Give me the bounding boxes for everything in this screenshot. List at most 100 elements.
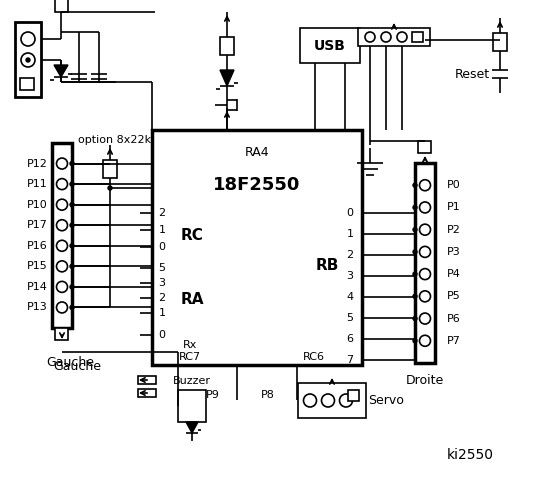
Bar xyxy=(138,389,156,397)
Text: P5: P5 xyxy=(447,291,461,301)
Circle shape xyxy=(381,32,391,42)
Circle shape xyxy=(56,199,67,210)
Circle shape xyxy=(397,32,407,42)
Text: P17: P17 xyxy=(27,220,48,230)
Bar xyxy=(15,22,41,97)
Bar xyxy=(152,130,362,365)
Bar xyxy=(358,28,430,46)
Text: 6: 6 xyxy=(347,334,353,344)
Text: Gauche: Gauche xyxy=(46,357,94,370)
Circle shape xyxy=(21,32,35,46)
Text: Servo: Servo xyxy=(368,394,404,407)
Text: RC: RC xyxy=(181,228,204,242)
Text: P3: P3 xyxy=(447,247,461,257)
Circle shape xyxy=(304,394,316,407)
Text: 0: 0 xyxy=(347,208,353,218)
Circle shape xyxy=(413,294,417,299)
Circle shape xyxy=(413,272,417,276)
Text: ki2550: ki2550 xyxy=(446,448,493,462)
Text: P10: P10 xyxy=(27,200,48,210)
Text: 2: 2 xyxy=(159,293,165,303)
Text: 2: 2 xyxy=(346,250,353,260)
Circle shape xyxy=(70,203,74,207)
Text: P12: P12 xyxy=(27,158,48,168)
Circle shape xyxy=(413,316,417,321)
Text: P16: P16 xyxy=(27,241,48,251)
Bar xyxy=(298,383,366,418)
Text: P8: P8 xyxy=(261,390,275,400)
Text: P6: P6 xyxy=(447,313,461,324)
Circle shape xyxy=(321,394,335,407)
Text: 5: 5 xyxy=(347,313,353,323)
Text: Gauche: Gauche xyxy=(53,360,101,372)
Text: option 8x22k: option 8x22k xyxy=(79,135,152,145)
Bar xyxy=(418,141,431,153)
Circle shape xyxy=(420,224,430,235)
Text: P14: P14 xyxy=(27,282,48,292)
Circle shape xyxy=(413,205,417,209)
Text: 18F2550: 18F2550 xyxy=(213,176,301,194)
Text: 1: 1 xyxy=(159,308,165,318)
Circle shape xyxy=(56,281,67,292)
Text: USB: USB xyxy=(314,38,346,52)
Circle shape xyxy=(56,261,67,272)
Circle shape xyxy=(26,58,30,62)
Text: 0: 0 xyxy=(159,242,165,252)
Polygon shape xyxy=(220,70,234,86)
Text: P15: P15 xyxy=(27,261,48,271)
Bar xyxy=(55,328,68,340)
Circle shape xyxy=(420,291,430,302)
Text: P0: P0 xyxy=(447,180,461,190)
Bar xyxy=(103,160,117,178)
Circle shape xyxy=(365,32,375,42)
Circle shape xyxy=(420,313,430,324)
Text: Reset: Reset xyxy=(455,68,490,81)
Text: 0: 0 xyxy=(159,330,165,340)
Circle shape xyxy=(56,302,67,313)
Text: RB: RB xyxy=(315,257,338,273)
Text: Rx: Rx xyxy=(183,340,197,350)
Text: RA4: RA4 xyxy=(244,145,269,158)
Bar xyxy=(415,163,435,363)
Bar xyxy=(348,390,359,401)
Circle shape xyxy=(108,186,112,190)
Bar xyxy=(138,376,156,384)
Text: P11: P11 xyxy=(27,179,48,189)
Bar xyxy=(20,78,34,90)
Circle shape xyxy=(56,220,67,231)
Text: 5: 5 xyxy=(159,263,165,273)
Text: RC6: RC6 xyxy=(303,352,325,362)
Bar xyxy=(55,0,68,12)
Bar xyxy=(300,28,360,63)
Text: P4: P4 xyxy=(447,269,461,279)
Text: P1: P1 xyxy=(447,203,461,213)
Text: 7: 7 xyxy=(346,355,353,365)
Circle shape xyxy=(420,335,430,346)
Circle shape xyxy=(420,246,430,257)
Circle shape xyxy=(56,240,67,251)
Bar xyxy=(493,33,507,51)
Circle shape xyxy=(420,202,430,213)
Text: 2: 2 xyxy=(159,208,165,218)
Circle shape xyxy=(70,244,74,248)
Circle shape xyxy=(70,264,74,268)
Text: Droite: Droite xyxy=(406,374,444,387)
Text: 4: 4 xyxy=(346,292,353,302)
Circle shape xyxy=(340,394,352,407)
Circle shape xyxy=(413,183,417,187)
Text: 3: 3 xyxy=(347,271,353,281)
Text: P2: P2 xyxy=(447,225,461,235)
Text: 3: 3 xyxy=(159,278,165,288)
Bar xyxy=(220,37,234,55)
Bar xyxy=(412,32,423,42)
Circle shape xyxy=(420,269,430,280)
Circle shape xyxy=(413,339,417,343)
Circle shape xyxy=(21,53,35,67)
Text: P13: P13 xyxy=(27,302,48,312)
Text: P9: P9 xyxy=(206,390,220,400)
Text: 1: 1 xyxy=(347,229,353,239)
Circle shape xyxy=(56,158,67,169)
Circle shape xyxy=(70,162,74,166)
Bar xyxy=(52,143,72,328)
Circle shape xyxy=(70,305,74,310)
